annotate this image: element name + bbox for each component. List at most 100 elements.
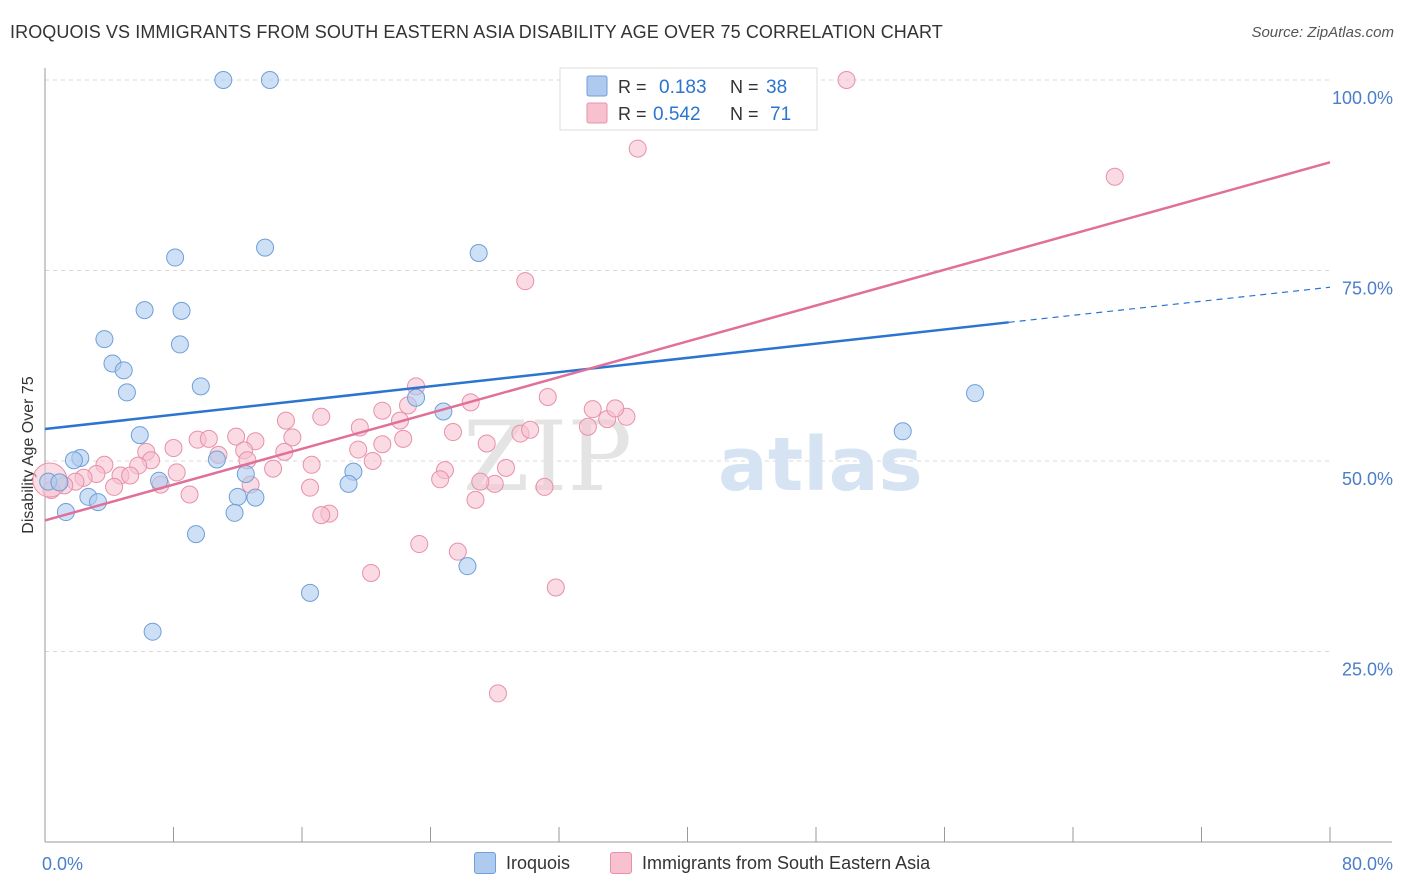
data-point-iroquois xyxy=(50,473,69,492)
data-point-iroquois xyxy=(186,525,205,544)
data-point-immigrants xyxy=(448,542,467,561)
y-tick-label: 25.0% xyxy=(1342,660,1393,680)
y-axis-label: Disability Age Over 75 xyxy=(20,376,37,534)
legend-swatch-immigrants xyxy=(586,102,608,124)
data-point-immigrants xyxy=(628,139,647,158)
x-tick-label: 80.0% xyxy=(1342,854,1393,874)
data-point-immigrants xyxy=(349,440,368,459)
data-point-iroquois xyxy=(225,503,244,522)
watermark-atlas: atlas xyxy=(718,422,923,508)
data-point-immigrants xyxy=(410,535,429,554)
data-point-immigrants xyxy=(363,452,382,470)
data-point-iroquois xyxy=(301,583,320,602)
series-iroquois-points xyxy=(39,71,985,641)
data-point-iroquois xyxy=(214,71,233,89)
legend-box: R = 0.183 N = 38 R = 0.542 N = 71 xyxy=(559,67,818,131)
legend-r-value-iroquois: 0.183 xyxy=(659,77,707,98)
data-point-immigrants xyxy=(471,472,490,491)
y-tick-label: 75.0% xyxy=(1342,279,1393,299)
tick-labels: 100.0% 75.0% 50.0% 25.0% 0.0% 80.0% xyxy=(42,88,1393,874)
data-point-immigrants xyxy=(164,439,183,458)
legend-r-value-immigrants: 0.542 xyxy=(653,104,701,125)
legend-swatch-immigrants xyxy=(610,852,632,874)
data-point-immigrants xyxy=(276,411,295,430)
data-point-immigrants xyxy=(431,470,450,489)
data-point-iroquois xyxy=(236,464,255,483)
legend-item-iroquois: Iroquois xyxy=(474,852,570,874)
data-point-immigrants xyxy=(837,71,856,89)
legend-r-label: R = xyxy=(618,77,647,97)
data-point-immigrants xyxy=(583,400,602,419)
legend-label-immigrants: Immigrants from South Eastern Asia xyxy=(642,852,931,873)
data-point-immigrants xyxy=(477,434,496,453)
data-point-iroquois xyxy=(143,622,162,641)
data-point-immigrants xyxy=(394,429,413,448)
data-point-iroquois xyxy=(166,248,185,267)
data-point-iroquois xyxy=(407,388,426,407)
chart-title: IROQUOIS VS IMMIGRANTS FROM SOUTH EASTER… xyxy=(10,22,943,42)
data-point-iroquois xyxy=(966,384,985,403)
legend-item-immigrants: Immigrants from South Eastern Asia xyxy=(610,852,930,874)
legend-n-label: N = xyxy=(730,77,759,97)
data-point-immigrants xyxy=(227,427,246,446)
data-point-immigrants xyxy=(546,578,565,597)
data-point-immigrants xyxy=(301,478,320,497)
data-point-immigrants xyxy=(199,429,218,448)
data-point-immigrants xyxy=(521,420,540,439)
axes xyxy=(44,68,1392,843)
series-immigrants-points xyxy=(32,71,1124,703)
data-point-iroquois xyxy=(893,422,912,441)
source-credit: Source: ZipAtlas.com xyxy=(1251,24,1394,41)
legend-r-label: R = xyxy=(618,104,647,124)
legend-label-iroquois: Iroquois xyxy=(506,852,571,873)
data-point-immigrants xyxy=(606,399,625,418)
data-point-iroquois xyxy=(246,488,265,507)
data-point-immigrants xyxy=(535,477,554,496)
y-tick-label: 50.0% xyxy=(1342,469,1393,489)
watermark: ZIP atlas xyxy=(463,401,923,513)
x-tick-label: 0.0% xyxy=(42,854,83,874)
legend-n-value-iroquois: 38 xyxy=(766,77,787,98)
data-point-immigrants xyxy=(1105,167,1124,186)
data-point-iroquois xyxy=(469,243,488,262)
trendline-immigrants xyxy=(44,161,1331,522)
data-point-iroquois xyxy=(114,361,133,380)
data-point-immigrants xyxy=(167,463,186,482)
data-point-immigrants xyxy=(362,564,381,583)
data-point-iroquois xyxy=(130,426,149,445)
data-point-iroquois xyxy=(191,377,210,396)
legend-n-value-immigrants: 71 xyxy=(770,104,791,125)
data-point-iroquois xyxy=(170,335,189,354)
data-point-immigrants xyxy=(373,435,392,454)
data-point-iroquois xyxy=(95,330,114,349)
y-tick-label: 100.0% xyxy=(1332,88,1393,108)
trendline-iroquois xyxy=(44,321,1009,431)
data-point-immigrants xyxy=(373,401,392,420)
data-point-immigrants xyxy=(488,684,507,703)
data-point-iroquois xyxy=(64,451,83,470)
data-point-immigrants xyxy=(578,417,597,436)
data-point-immigrants xyxy=(466,490,485,509)
data-point-iroquois xyxy=(207,450,226,469)
legend-n-label: N = xyxy=(730,104,759,124)
data-point-immigrants xyxy=(180,485,199,504)
legend-swatch-iroquois xyxy=(586,75,608,97)
data-point-immigrants xyxy=(443,423,462,442)
data-point-immigrants xyxy=(538,387,557,406)
data-point-immigrants xyxy=(496,458,515,477)
data-point-immigrants xyxy=(264,459,283,478)
data-point-immigrants xyxy=(312,407,331,426)
trendline-iroquois-extension xyxy=(1008,286,1331,323)
data-point-immigrants xyxy=(312,506,331,525)
data-point-iroquois xyxy=(228,487,247,506)
data-point-iroquois xyxy=(135,301,154,320)
data-point-iroquois xyxy=(256,238,275,257)
data-point-immigrants xyxy=(105,477,124,496)
legend-swatch-iroquois xyxy=(474,852,496,874)
data-point-iroquois xyxy=(339,474,358,493)
data-point-iroquois xyxy=(458,557,477,576)
data-point-immigrants xyxy=(302,455,321,474)
data-point-iroquois xyxy=(260,71,279,89)
grid-lines xyxy=(45,79,1330,652)
